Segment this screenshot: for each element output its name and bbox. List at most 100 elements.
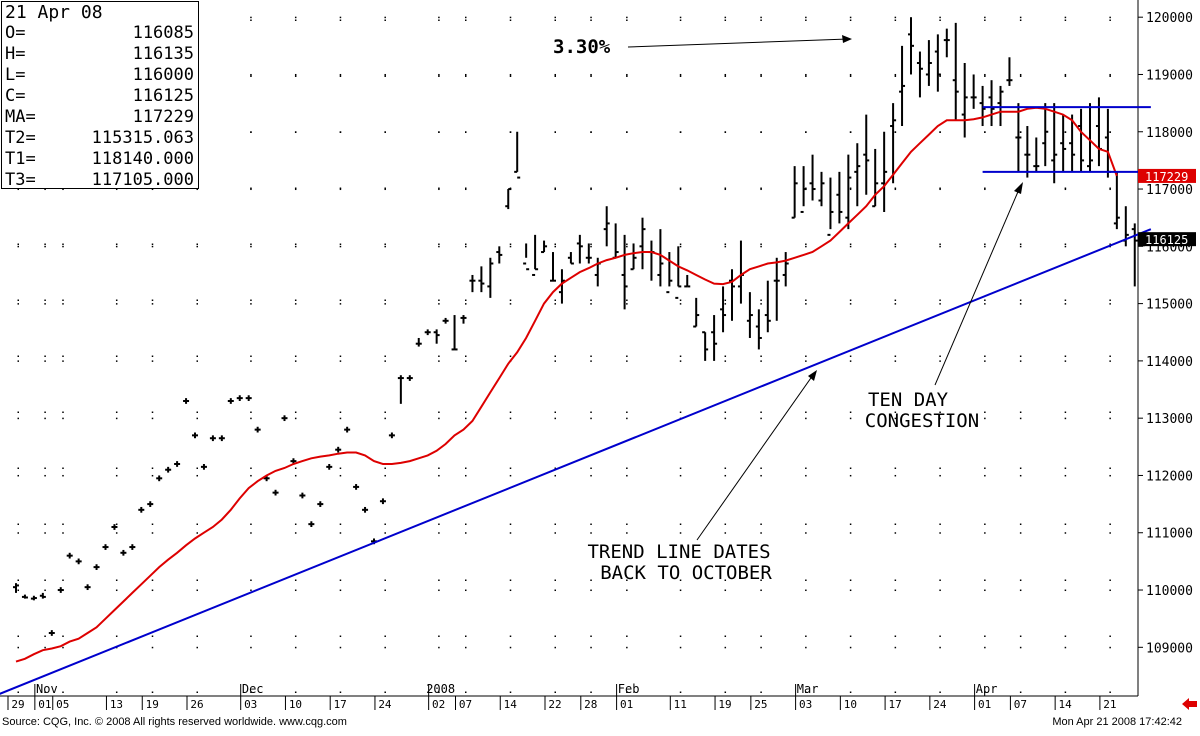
grid-dot	[590, 646, 592, 649]
grid-dot	[1109, 188, 1111, 191]
grid-dot	[294, 532, 297, 534]
grid-dot	[250, 589, 252, 592]
grid-dot	[44, 188, 46, 191]
grid-dot	[509, 691, 512, 693]
ohlc-bar	[254, 426, 261, 433]
ohlc-bar	[84, 584, 91, 591]
ohlc-bar	[961, 63, 968, 138]
grid-dot	[939, 691, 941, 693]
ohlc-bar	[156, 475, 163, 482]
ohlc-bar	[209, 435, 216, 442]
grid-dot	[465, 691, 467, 693]
grid-dot	[294, 243, 297, 245]
grid-dot	[1109, 691, 1111, 693]
back-arrow-icon[interactable]	[1182, 696, 1198, 712]
grid-dot	[939, 532, 941, 534]
grid-dot	[151, 245, 154, 248]
ohlc-bar	[379, 498, 386, 505]
grid-dot	[62, 355, 64, 357]
grid-dot	[554, 532, 556, 534]
grid-dot	[196, 299, 198, 301]
grid-dot	[805, 474, 807, 477]
ohlc-bar	[827, 177, 834, 236]
grid-dot	[115, 355, 118, 357]
grid-dot	[1019, 243, 1022, 245]
grid-dot	[679, 243, 682, 245]
grid-dot	[151, 691, 154, 693]
info-key: H=	[5, 44, 26, 64]
x-tick-label: 17	[888, 698, 901, 711]
grid-dot	[1064, 187, 1067, 189]
grid-dot	[62, 245, 64, 248]
grid-dot	[554, 691, 556, 693]
x-axis-ticks: 29 01 05 13 19 26 03 10 17 24 02 07 14 22 28 01 11 19 25 03…	[7, 682, 1117, 711]
grid-dot	[294, 691, 297, 693]
x-tick-label: 24	[378, 698, 392, 711]
grid-dot	[339, 635, 342, 637]
grid-dot	[760, 523, 762, 525]
grid-dot	[1064, 75, 1067, 77]
info-row: H= 116135	[5, 44, 194, 65]
ohlc-bar	[487, 257, 494, 298]
grid-dot	[724, 243, 727, 245]
grid-dot	[626, 19, 628, 21]
grid-dot	[438, 532, 440, 534]
grid-dot	[984, 579, 986, 581]
grid-dot	[894, 579, 897, 581]
grid-dot	[196, 243, 198, 245]
grid-dot	[509, 635, 512, 637]
grid-dot	[724, 73, 727, 76]
grid-dot	[894, 16, 897, 19]
trend-arrow	[696, 374, 814, 541]
grid-dot	[849, 589, 852, 592]
grid-dot	[1019, 411, 1022, 413]
grid-dot	[939, 360, 941, 362]
moving-average	[15, 106, 1118, 663]
grid-dot	[44, 523, 46, 525]
ohlc-bar	[21, 594, 28, 599]
grid-dot	[250, 417, 252, 420]
grid-dot	[626, 532, 628, 534]
grid-dot	[151, 299, 154, 301]
grid-dot	[294, 188, 297, 191]
grid-dot	[438, 245, 440, 248]
grid-dot	[984, 360, 986, 362]
grid-dot	[115, 303, 118, 305]
grid-dot	[894, 691, 897, 693]
grid-dot	[724, 523, 727, 525]
grid-dot	[17, 474, 19, 477]
grid-dot	[509, 474, 512, 477]
grid-dot	[1064, 131, 1067, 133]
ohlc-bar	[415, 337, 422, 347]
grid-dot	[115, 532, 118, 534]
ohlc-bar	[863, 114, 870, 195]
grid-dot	[724, 188, 727, 191]
grid-dot	[760, 243, 762, 245]
grid-dot	[339, 16, 342, 19]
grid-dot	[339, 187, 342, 189]
ohlc-bar	[621, 234, 628, 310]
ohlc-bar	[66, 552, 73, 559]
ohlc-bar	[684, 274, 691, 288]
info-row: O= 116085	[5, 23, 194, 44]
x-tick-label: 01	[978, 698, 991, 711]
grid-dot	[1019, 16, 1022, 19]
grid-dot	[679, 523, 682, 525]
grid-dot	[805, 635, 807, 637]
grid-dot	[294, 355, 297, 357]
grid-dot	[554, 579, 556, 581]
grid-dot	[384, 474, 386, 477]
grid-dot	[465, 16, 467, 19]
ohlc-bar	[720, 286, 727, 333]
grid-dot	[17, 417, 19, 420]
info-value: 116125	[132, 86, 194, 106]
ohlc-bar	[872, 148, 879, 208]
grid-dot	[626, 16, 628, 19]
grid-dot	[339, 691, 342, 693]
grid-dot	[984, 303, 986, 305]
grid-dot	[1109, 474, 1111, 477]
grid-dot	[465, 303, 467, 305]
grid-dot	[339, 467, 342, 469]
grid-dot	[339, 355, 342, 357]
grid-dot	[465, 417, 467, 420]
